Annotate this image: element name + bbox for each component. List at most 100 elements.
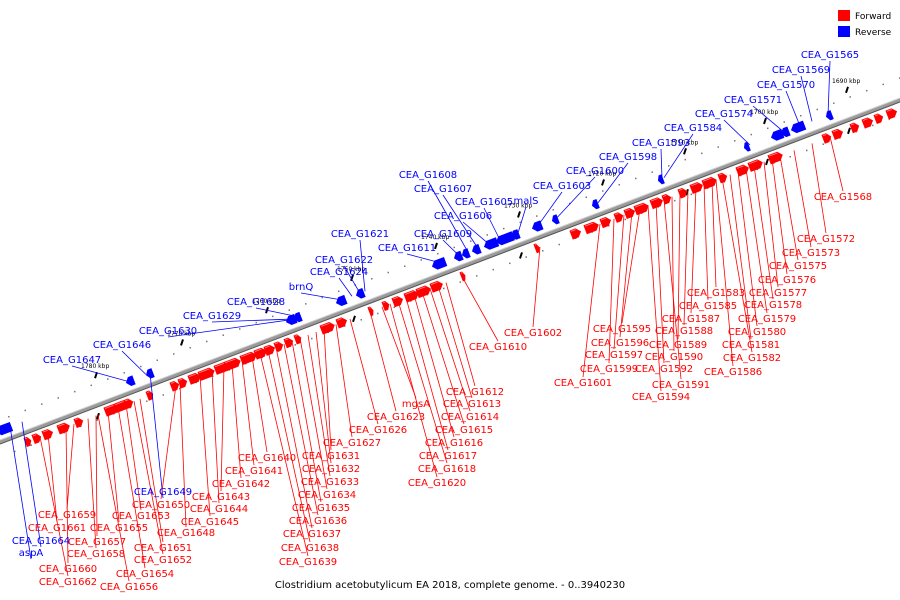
gene-label: CEA_G1580: [728, 327, 786, 338]
forward-gene-arrow: [873, 113, 884, 125]
leader-line: [827, 60, 831, 116]
leader-line: [133, 401, 164, 555]
leader-line: [613, 214, 625, 350]
gene-label: CEA_G1634: [298, 490, 356, 501]
leader-line: [621, 208, 641, 324]
leader-line: [167, 319, 291, 338]
leader-line: [745, 168, 768, 314]
tick-label: 1710 kbp: [670, 139, 698, 146]
gene-label: CEA_G1592: [635, 364, 693, 375]
leader-line: [39, 436, 69, 577]
leader-line: [291, 340, 322, 503]
tick-mark: [845, 86, 849, 94]
gene-label: mgsA: [402, 399, 430, 410]
scale-dot: [806, 149, 808, 152]
leader-line: [65, 426, 69, 564]
leader-line: [87, 418, 97, 549]
reverse-gene-arrow: [293, 311, 303, 323]
scale-dot: [525, 256, 527, 258]
forward-gene-arrow: [633, 202, 649, 216]
leader-line: [139, 398, 164, 543]
genome-backbone: [0, 97, 900, 445]
leader-line: [483, 207, 501, 241]
scale-dot: [420, 259, 422, 261]
scale-dot: [585, 196, 587, 199]
forward-gene-arrow: [415, 285, 431, 299]
forward-gene-arrow: [861, 117, 874, 129]
scale-ticks: 1690 kbp 1700 kbp 1710 kbp 1720 kbp 1730 kbp…: [81, 78, 860, 420]
scale-dot: [156, 359, 158, 362]
scale-dot: [849, 96, 851, 98]
leader-line: [125, 404, 142, 511]
leader-line: [349, 318, 379, 425]
legend-reverse-swatch: [838, 26, 850, 37]
leader-line: [71, 365, 129, 382]
leader-line: [121, 350, 147, 375]
tick-mark: [601, 179, 605, 186]
reverse-gene-arrow: [790, 120, 807, 134]
scale-dot: [822, 143, 824, 145]
reverse-gene-arrow: [531, 220, 544, 232]
gene-label: CEA_G1643: [192, 492, 250, 503]
scale-dot: [222, 334, 224, 336]
gene-label: CEA_G1622: [315, 255, 373, 266]
leader-line: [421, 291, 465, 425]
forward-gene-arrow: [717, 172, 728, 184]
forward-gene-arrow: [613, 212, 624, 223]
scale-dot: [717, 146, 719, 148]
forward-gene-arrow: [41, 429, 54, 441]
forward-gene-arrow: [293, 334, 302, 345]
gene-label: CEA_G1565: [801, 50, 859, 61]
leader-line: [307, 334, 331, 477]
gene-label: CEA_G1644: [190, 504, 248, 515]
forward-gene-arrow: [689, 182, 703, 194]
backbone-highlight: [0, 97, 900, 441]
reverse-gene-arrow: [825, 110, 834, 121]
gene-label: CEA_G1574: [695, 109, 753, 120]
gene-label: CEA_G1638: [281, 543, 339, 554]
scale-dot: [789, 155, 791, 158]
leader-line: [267, 350, 311, 543]
gene-label: CEA_G1587: [662, 314, 720, 325]
gene-label: CEA_G1598: [599, 152, 657, 163]
gene-label: CEA_G1626: [349, 425, 407, 436]
scale-dot: [459, 281, 461, 283]
gene-label: CEA_G1631: [302, 451, 360, 462]
forward-gene-arrow: [599, 217, 612, 229]
scale-dot: [866, 89, 868, 92]
forward-gene-arrow: [885, 108, 898, 120]
leader-line: [359, 239, 366, 292]
leader-line: [671, 196, 675, 352]
scale-dot: [212, 375, 214, 377]
scale-dot: [674, 199, 676, 202]
scale-dot: [558, 243, 560, 246]
scale-dot: [387, 271, 389, 274]
gene-label: CEA_G1570: [757, 80, 815, 91]
reverse-gene-arrow: [591, 199, 600, 210]
gene-label: CEA_G1652: [134, 555, 192, 566]
leader-line: [47, 433, 58, 523]
gene-label: CEA_G1618: [418, 464, 476, 475]
gene-label: CEA_G1616: [425, 438, 483, 449]
leader-line: [461, 276, 499, 342]
gene-label: CEA_G1586: [704, 367, 762, 378]
leader-line: [445, 282, 476, 387]
gene-label: CEA_G1613: [443, 399, 501, 410]
gene-label: CEA_G1573: [782, 248, 840, 259]
scale-dot: [338, 290, 340, 293]
gene-label: CEA_G1575: [769, 261, 827, 272]
scale-dot: [635, 177, 637, 180]
tick-label: 1770 kbp: [167, 330, 195, 337]
scale-dot: [173, 353, 175, 355]
scale-dot: [437, 252, 439, 255]
gene-label: CEA_G1623: [367, 412, 425, 423]
backbone-shadow: [0, 101, 900, 445]
tick-mark: [683, 148, 687, 155]
forward-gene-arrow: [367, 306, 374, 317]
scale-dot: [503, 227, 505, 230]
scale-dot: [24, 409, 26, 412]
scale-dot: [123, 372, 125, 374]
gene-label: CEA_G1620: [408, 478, 466, 489]
gene-label: CEA_G1617: [419, 451, 477, 462]
forward-gene-arrow: [391, 296, 404, 308]
